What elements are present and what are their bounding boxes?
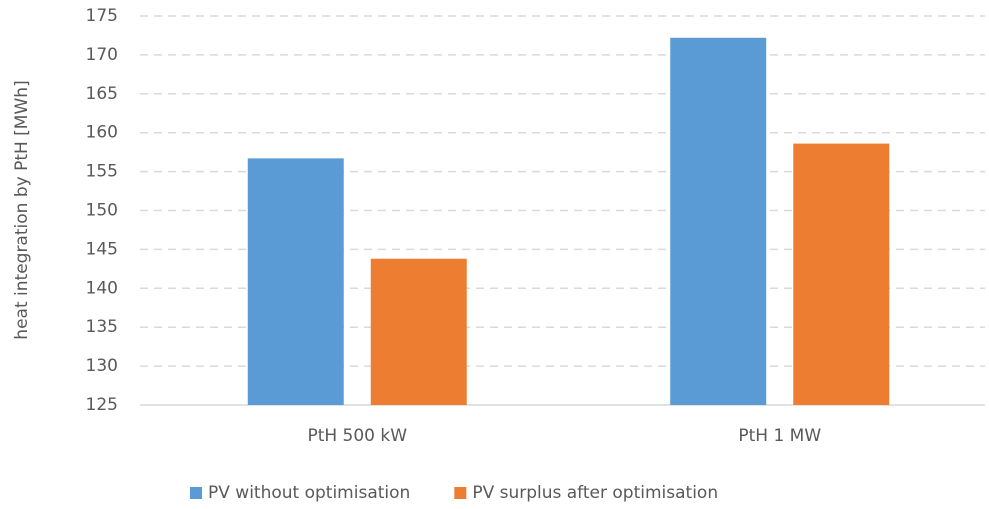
bar: [670, 37, 767, 406]
legend-label: PV surplus after optimisation: [472, 483, 718, 503]
y-tick-label: 135: [86, 317, 118, 337]
y-tick-label: 155: [86, 162, 118, 182]
legend-swatch: [190, 487, 202, 499]
bar: [247, 158, 344, 405]
y-tick-label: 170: [86, 45, 118, 65]
y-tick-label: 140: [86, 278, 118, 298]
x-tick-label: PtH 500 kW: [307, 426, 407, 446]
legend-swatch: [454, 487, 467, 499]
bar: [370, 258, 467, 405]
y-tick-label: 125: [86, 395, 118, 415]
legend-label: PV without optimisation: [208, 483, 410, 503]
y-tick-label: 160: [86, 123, 118, 143]
bar: [793, 143, 890, 406]
x-tick-label: PtH 1 MW: [738, 426, 821, 446]
y-axis-label: heat integration by PtH [MWh]: [12, 80, 32, 339]
y-tick-label: 130: [86, 356, 118, 376]
y-tick-label: 165: [86, 84, 118, 104]
y-tick-label: 145: [86, 239, 118, 259]
y-tick-label: 175: [86, 6, 118, 26]
y-tick-label: 150: [86, 201, 118, 221]
